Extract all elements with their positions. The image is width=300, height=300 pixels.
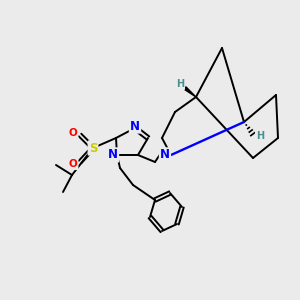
Text: O: O — [69, 128, 77, 138]
Text: N: N — [160, 148, 170, 161]
Text: S: S — [89, 142, 97, 154]
Text: H: H — [256, 131, 264, 141]
Polygon shape — [184, 87, 196, 97]
Text: O: O — [69, 159, 77, 169]
Text: H: H — [176, 79, 184, 89]
Text: N: N — [130, 119, 140, 133]
Text: N: N — [108, 148, 118, 161]
